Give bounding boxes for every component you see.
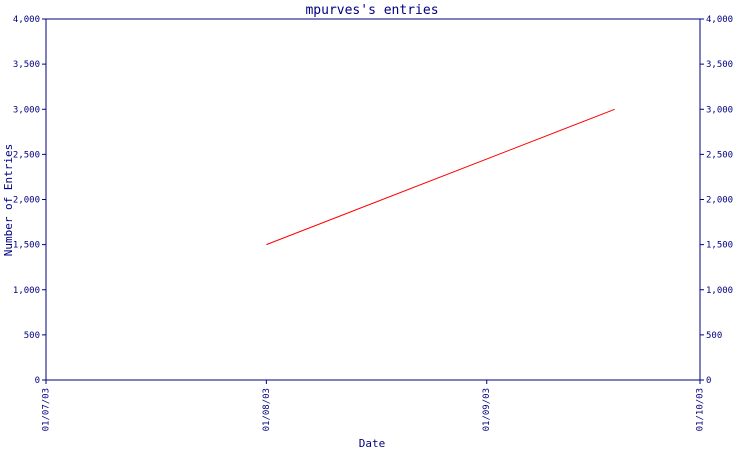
y-axis-right: 0 500 1,000 1,500 2,000 2,500 3,000 3,500 4,000 <box>700 15 733 386</box>
y-tick-label-right: 0 <box>706 376 711 386</box>
y-tick-label-left: 3,500 <box>13 60 40 70</box>
y-tick-label-right: 500 <box>706 331 722 341</box>
plot-area-frame <box>45 18 701 381</box>
x-tick-label: 01/07/03 <box>42 388 52 431</box>
y-tick-label-right: 3,000 <box>706 105 733 115</box>
chart-title: mpurves's entries <box>305 3 438 18</box>
x-tick-label: 01/10/03 <box>696 388 706 431</box>
x-tick-label: 01/08/03 <box>262 388 272 431</box>
y-tick-label-left: 0 <box>35 376 40 386</box>
y-tick-label-left: 3,000 <box>13 105 40 115</box>
y-tick-label-left: 1,500 <box>13 241 40 251</box>
y-tick-label-left: 2,000 <box>13 196 40 206</box>
series-layer <box>266 108 615 246</box>
series-line <box>266 108 615 246</box>
y-tick-label-right: 2,000 <box>706 196 733 206</box>
y-tick-label-left: 500 <box>24 331 40 341</box>
y-axis-label: Number of Entries <box>2 144 15 257</box>
y-tick-label-left: 1,000 <box>13 286 40 296</box>
x-tick-label: 01/09/03 <box>482 388 492 431</box>
x-axis: 01/07/03 01/08/03 01/09/03 01/10/03 <box>42 380 706 431</box>
y-tick-label-left: 4,000 <box>13 15 40 25</box>
y-tick-label-right: 1,000 <box>706 286 733 296</box>
y-tick-label-right: 3,500 <box>706 60 733 70</box>
y-tick-label-right: 2,500 <box>706 150 733 160</box>
y-axis-left: 0 500 1,000 1,500 2,000 2,500 3,000 3,500 4,000 <box>13 15 46 386</box>
x-axis-label: Date <box>359 437 386 450</box>
y-tick-label-right: 4,000 <box>706 15 733 25</box>
y-tick-label-left: 2,500 <box>13 150 40 160</box>
y-tick-label-right: 1,500 <box>706 241 733 251</box>
